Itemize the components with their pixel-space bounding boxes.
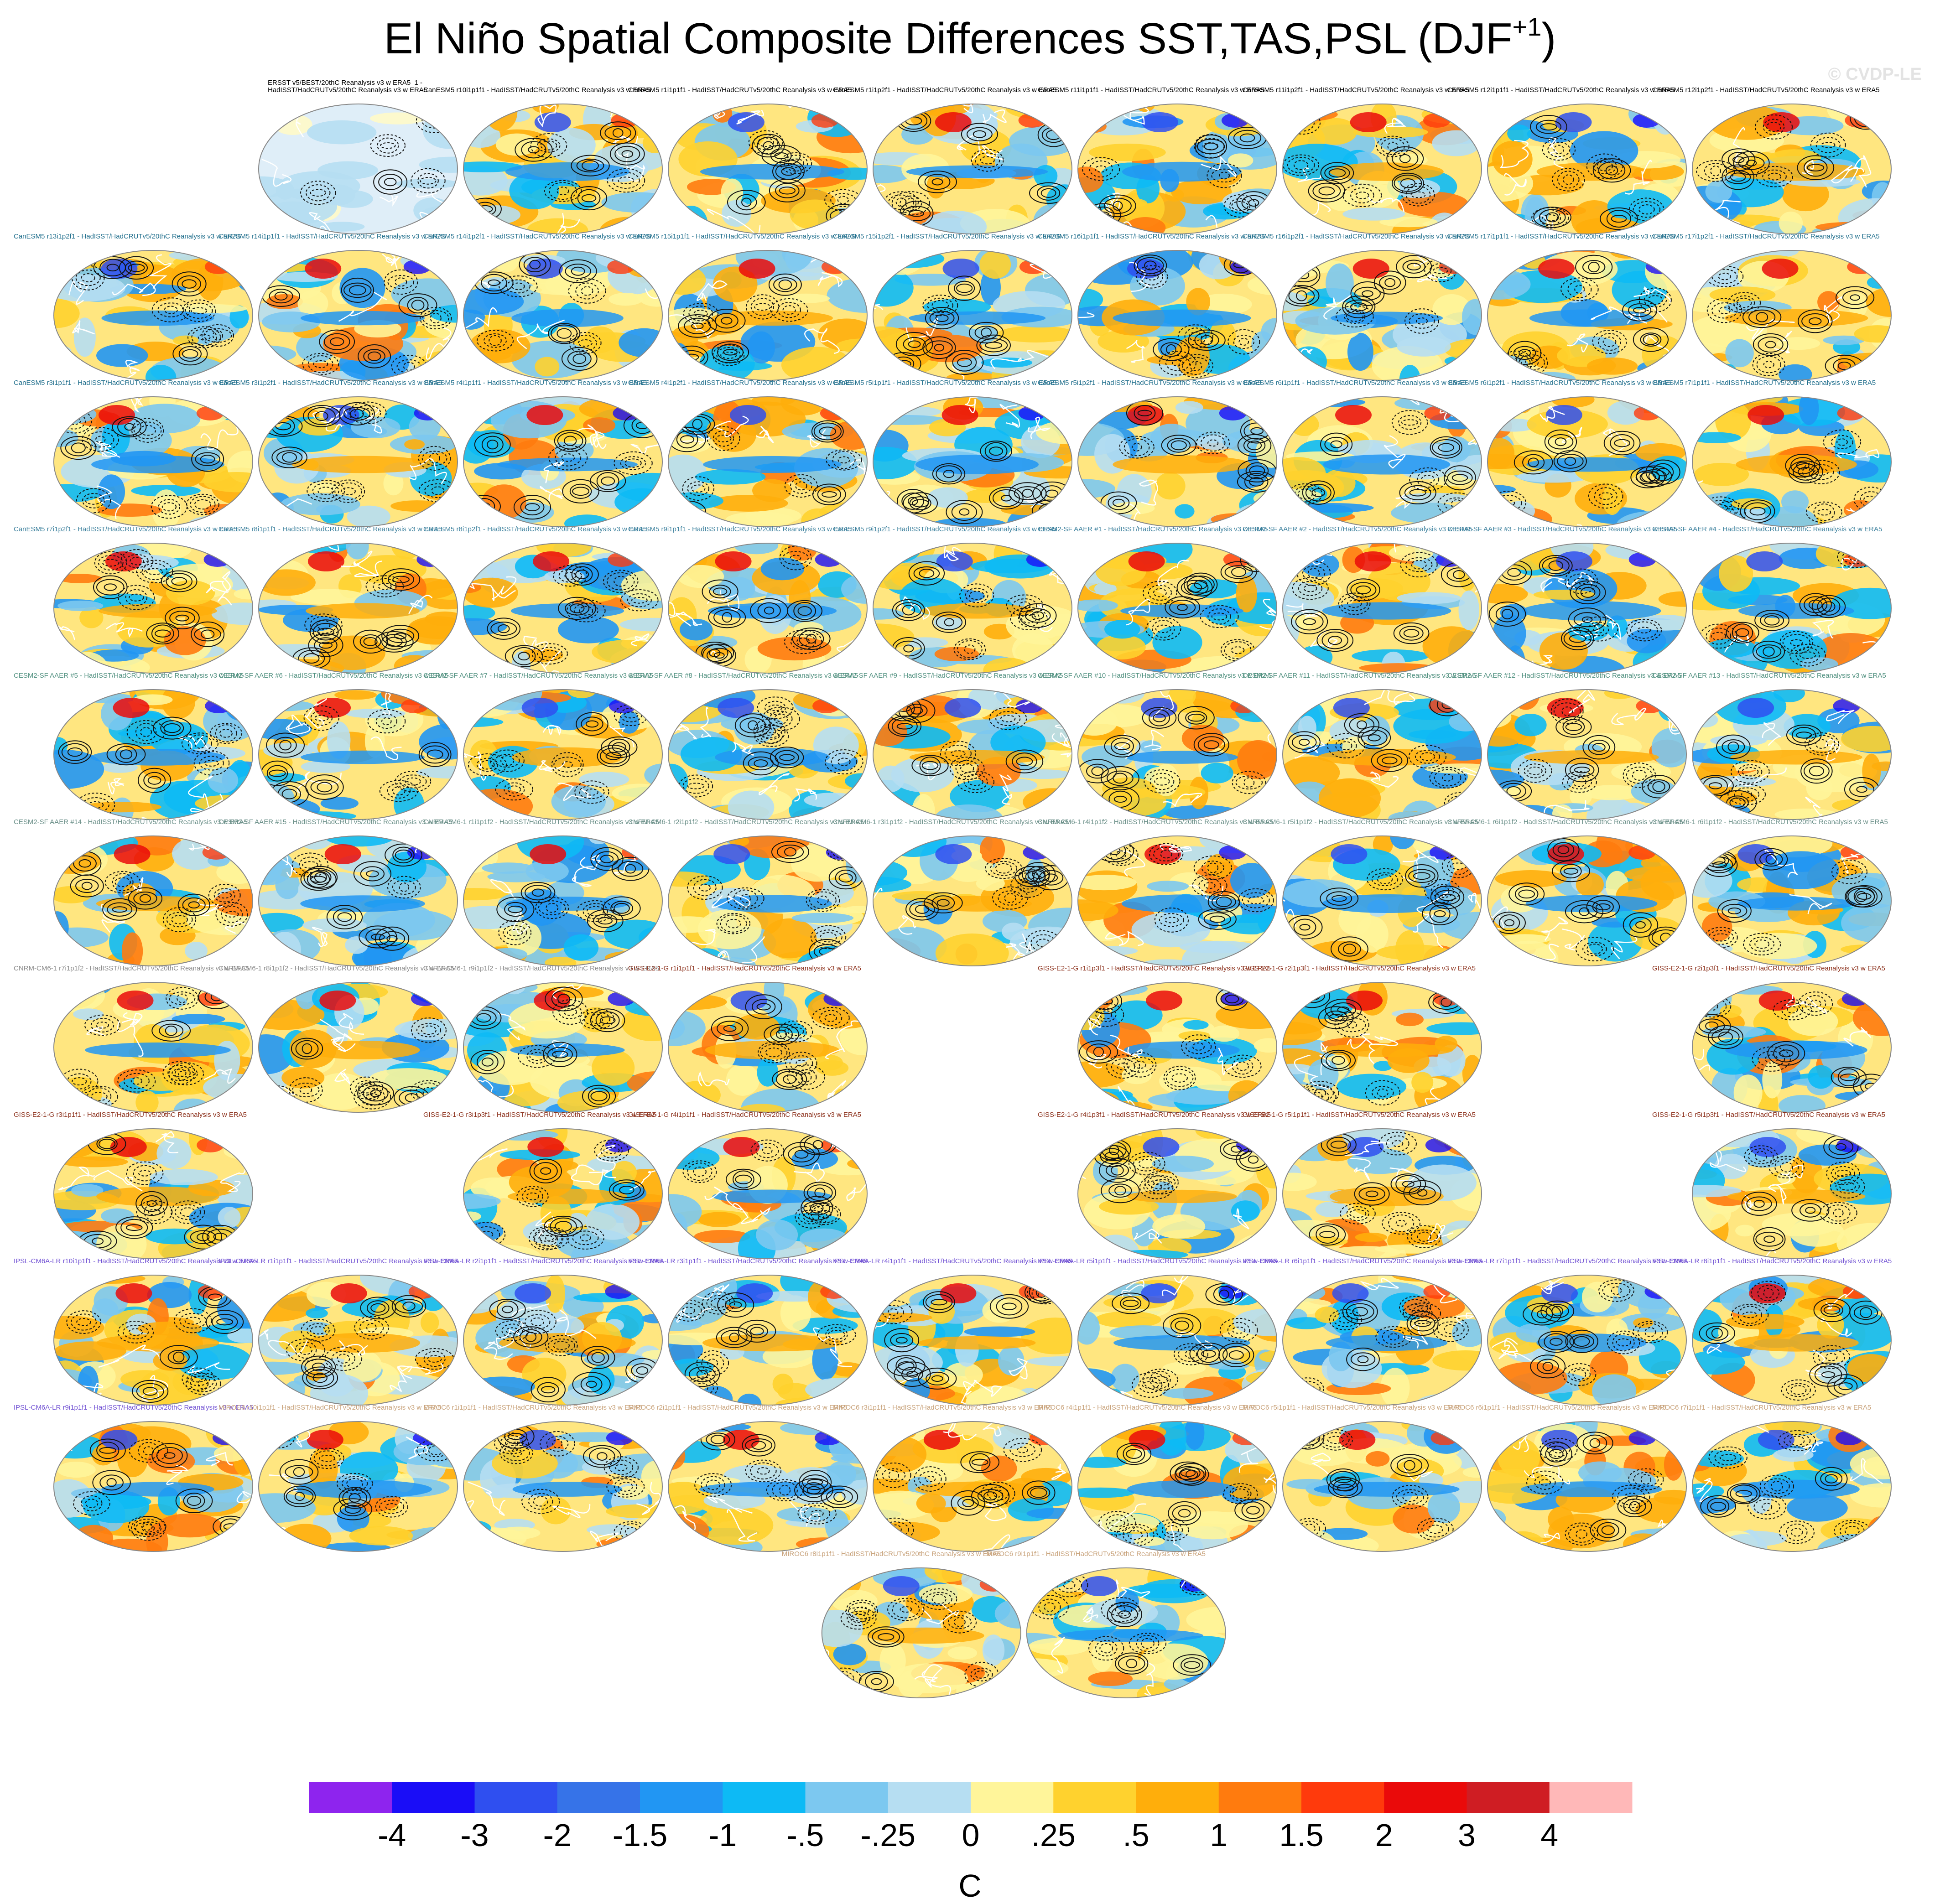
colorbar-segment [1219,1782,1302,1813]
colorbar-segment [557,1782,640,1813]
colorbar-tick-label: -.25 [860,1817,915,1853]
colorbar-tick-label: 0 [962,1817,980,1853]
colorbar-tick-label: 1 [1210,1817,1227,1853]
colorbar-segment [806,1782,889,1813]
colorbar-tick-label: 2 [1375,1817,1393,1853]
colorbar-tick-label: 3 [1458,1817,1476,1853]
colorbar-tick-label: 4 [1540,1817,1558,1853]
colorbar-segment [392,1782,475,1813]
colorbar-tick-label: -2 [543,1817,572,1853]
colorbar-tick-label: -3 [460,1817,489,1853]
colorbar-segment [1467,1782,1550,1813]
colorbar-segment [888,1782,971,1813]
colorbar-segment [1301,1782,1384,1813]
colorbar-segment [475,1782,558,1813]
colorbar-tick-label: .25 [1031,1817,1076,1853]
colorbar-segment [971,1782,1054,1813]
colorbar-tick-label: 1.5 [1279,1817,1323,1853]
colorbar-tick-label: -.5 [787,1817,824,1853]
colorbar-tick-label: .5 [1123,1817,1149,1853]
colorbar-segment [1550,1782,1633,1813]
colorbar-segment [723,1782,806,1813]
colorbar-tick-label: -1 [708,1817,737,1853]
colorbar-tick-label: -4 [378,1817,406,1853]
colorbar-segment [1384,1782,1467,1813]
colorbar-segment [1136,1782,1219,1813]
colorbar-tick-label: -1.5 [613,1817,668,1853]
colorbar-units: C [0,1868,1940,1904]
colorbar-segment [1053,1782,1136,1813]
colorbar-segment [640,1782,723,1813]
colorbar-segment [309,1782,392,1813]
